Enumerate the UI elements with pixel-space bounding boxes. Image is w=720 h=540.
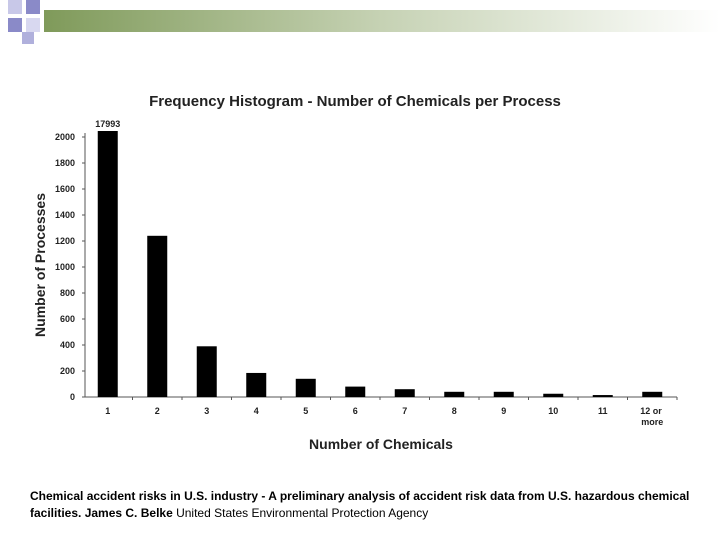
bar: [592, 395, 613, 397]
bar: [394, 389, 415, 397]
bar: [295, 378, 316, 397]
x-tick-label: 4: [254, 406, 259, 416]
y-tick-label: 200: [60, 366, 75, 376]
x-tick-label: 5: [303, 406, 308, 416]
y-tick-label: 1800: [55, 158, 75, 168]
x-tick-label: 12 or more: [640, 406, 664, 427]
y-axis-label: Number of Processes: [32, 193, 48, 337]
bar: [642, 391, 663, 397]
y-tick-label: 400: [60, 340, 75, 350]
caption-normal: United States Environmental Protection A…: [172, 506, 429, 520]
x-tick-label: 9: [501, 406, 506, 416]
chart-title: Frequency Histogram - Number of Chemical…: [149, 93, 561, 110]
chart: Frequency Histogram - Number of Chemical…: [8, 0, 720, 452]
bar: [444, 391, 465, 397]
deco-square: [26, 18, 40, 32]
x-tick-label: 8: [452, 406, 457, 416]
caption: Chemical accident risks in U.S. industry…: [30, 488, 700, 522]
deco-square: [22, 32, 34, 44]
x-axis-label: Number of Chemicals: [309, 436, 453, 452]
x-tick-label: 2: [155, 406, 160, 416]
y-tick-label: 800: [60, 288, 75, 298]
header-bar: [44, 10, 720, 32]
deco-square: [8, 0, 22, 14]
bar: [147, 235, 168, 397]
y-tick-label: 1600: [55, 184, 75, 194]
bar: [246, 372, 267, 397]
y-tick-label: 1400: [55, 210, 75, 220]
bar: [97, 131, 118, 397]
y-tick-label: 1000: [55, 262, 75, 272]
x-tick-label: 10: [548, 406, 558, 416]
value-label: 17993: [95, 119, 120, 129]
bar: [345, 386, 366, 397]
bar: [196, 346, 217, 397]
x-tick-label: 3: [204, 406, 209, 416]
deco-square: [26, 0, 40, 14]
bar: [543, 393, 564, 397]
x-tick-label: 11: [598, 406, 608, 416]
y-tick-label: 0: [70, 392, 75, 402]
caption-bold: Chemical accident risks in U.S. industry…: [30, 489, 690, 520]
x-tick-label: 7: [402, 406, 407, 416]
x-tick-label: 6: [353, 406, 358, 416]
deco-square: [8, 18, 22, 32]
y-tick-label: 600: [60, 314, 75, 324]
x-tick-label: 1: [105, 406, 110, 416]
bar: [493, 391, 514, 397]
y-tick-label: 1200: [55, 236, 75, 246]
y-tick-label: 2000: [55, 132, 75, 142]
